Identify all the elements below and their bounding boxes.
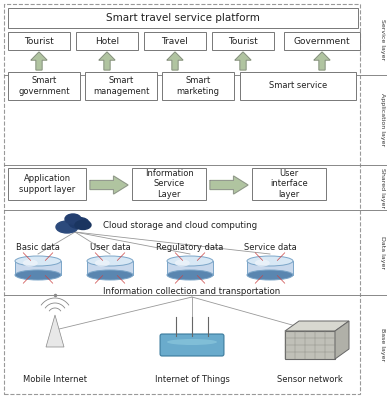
Ellipse shape [95, 260, 110, 266]
Ellipse shape [69, 218, 89, 228]
Text: Mobile Internet: Mobile Internet [23, 376, 87, 384]
Bar [240, 72, 356, 100]
Ellipse shape [15, 270, 61, 280]
Ellipse shape [87, 256, 133, 266]
Text: User data: User data [90, 244, 130, 252]
Bar [162, 72, 234, 100]
Ellipse shape [65, 214, 81, 224]
Polygon shape [90, 176, 128, 194]
Bar [144, 32, 206, 50]
Bar [8, 72, 80, 100]
Text: Travel: Travel [161, 36, 188, 46]
Text: Sensor network: Sensor network [277, 376, 343, 384]
Text: Information collection and transportation: Information collection and transportatio… [103, 288, 281, 296]
Ellipse shape [167, 270, 213, 280]
Bar [284, 32, 360, 50]
Bar [132, 168, 206, 200]
Bar [8, 8, 358, 28]
Text: Tourist: Tourist [228, 36, 258, 46]
Text: Regulatory data: Regulatory data [156, 244, 224, 252]
Ellipse shape [247, 270, 293, 280]
Text: Smart
management: Smart management [93, 76, 149, 96]
Text: Smart
government: Smart government [18, 76, 70, 96]
Polygon shape [210, 176, 248, 194]
Bar [167, 261, 213, 275]
Polygon shape [285, 321, 349, 331]
Bar [85, 72, 157, 100]
Text: Smart travel service platform: Smart travel service platform [106, 13, 260, 23]
Ellipse shape [15, 256, 61, 266]
Bar [15, 261, 61, 275]
Text: Base layer: Base layer [380, 328, 385, 361]
Polygon shape [235, 52, 251, 70]
Ellipse shape [23, 260, 38, 266]
Text: Internet of Things: Internet of Things [154, 376, 229, 384]
Text: Cloud storage and cloud computing: Cloud storage and cloud computing [103, 220, 257, 230]
Polygon shape [335, 321, 349, 359]
Text: Smart service: Smart service [269, 82, 327, 90]
Ellipse shape [247, 256, 293, 266]
Bar [212, 32, 274, 50]
Text: User
interface
layer: User interface layer [270, 169, 308, 199]
Text: Information
Service
Layer: Information Service Layer [145, 169, 194, 199]
Ellipse shape [87, 270, 133, 280]
Bar [8, 32, 70, 50]
Bar [252, 168, 326, 200]
Text: Shared layer: Shared layer [380, 168, 385, 208]
Text: Hotel: Hotel [95, 36, 119, 46]
Text: Application layer: Application layer [380, 94, 385, 146]
Ellipse shape [56, 221, 78, 233]
Ellipse shape [75, 220, 91, 230]
Text: Basic data: Basic data [16, 244, 60, 252]
Bar [76, 32, 138, 50]
Ellipse shape [175, 260, 190, 266]
Polygon shape [99, 52, 115, 70]
Text: Tourist: Tourist [24, 36, 54, 46]
FancyBboxPatch shape [160, 334, 224, 356]
Text: Smart
marketing: Smart marketing [176, 76, 219, 96]
Polygon shape [46, 315, 64, 347]
Text: Data layer: Data layer [380, 236, 385, 269]
Bar [247, 261, 293, 275]
Polygon shape [314, 52, 330, 70]
Ellipse shape [167, 339, 217, 345]
Text: Government: Government [294, 36, 350, 46]
Ellipse shape [167, 256, 213, 266]
Polygon shape [31, 52, 47, 70]
Text: Application
support layer: Application support layer [19, 174, 75, 194]
Text: Service data: Service data [244, 244, 296, 252]
Bar [87, 261, 133, 275]
Bar [285, 331, 335, 359]
Bar [8, 168, 86, 200]
Text: Service layer: Service layer [380, 19, 385, 60]
Polygon shape [167, 52, 183, 70]
Ellipse shape [255, 260, 270, 266]
